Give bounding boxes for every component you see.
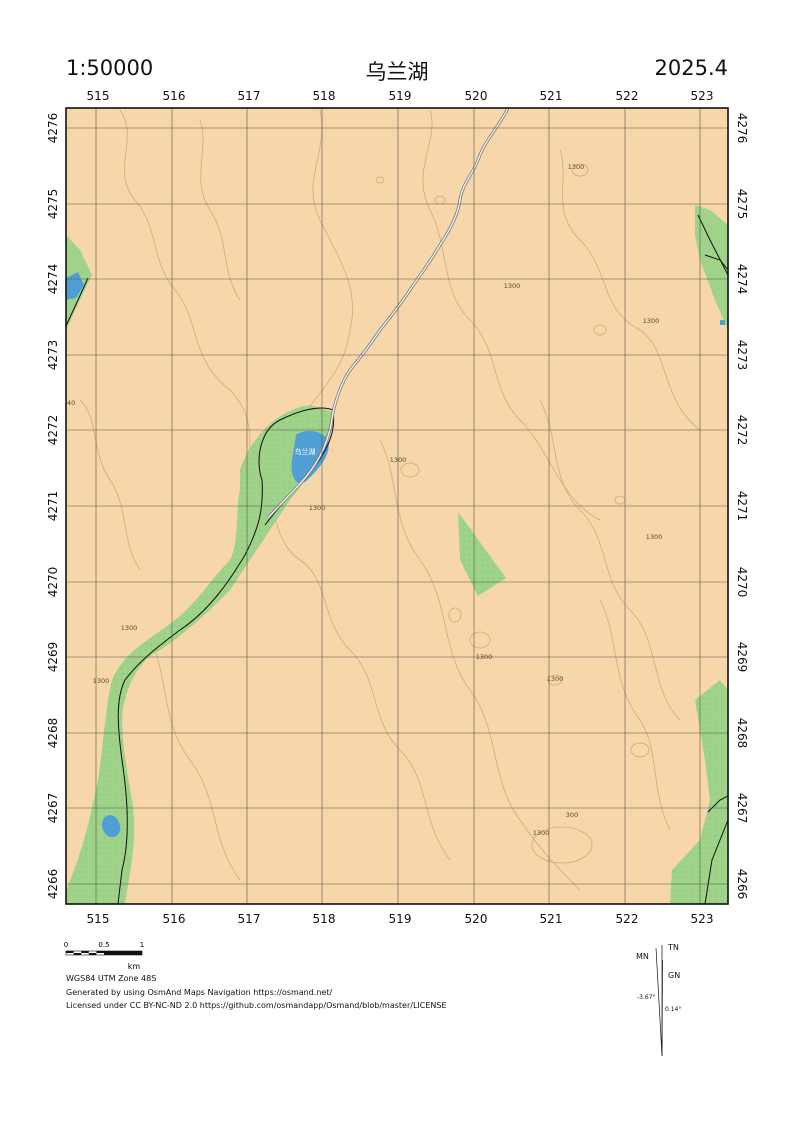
easting-label: 521 bbox=[540, 89, 563, 103]
northing-label: 4271 bbox=[46, 491, 60, 522]
easting-label: 515 bbox=[87, 89, 110, 103]
easting-label: 515 bbox=[87, 912, 110, 926]
northing-label: 4269 bbox=[735, 642, 749, 673]
easting-label: 522 bbox=[616, 89, 639, 103]
easting-label: 523 bbox=[691, 89, 714, 103]
easting-label: 517 bbox=[238, 89, 261, 103]
northing-label: 4276 bbox=[735, 113, 749, 144]
northing-label: 4266 bbox=[735, 869, 749, 900]
easting-label: 521 bbox=[540, 912, 563, 926]
northing-label: 4269 bbox=[46, 642, 60, 673]
north-arrow bbox=[655, 945, 663, 1057]
contour-label: 1300 bbox=[309, 504, 326, 512]
grid-lines bbox=[66, 108, 728, 904]
scale-tick-label: 1 bbox=[140, 941, 144, 949]
contour-label: 300 bbox=[566, 811, 578, 819]
scale-bar: 0 0.5 1 km bbox=[64, 941, 144, 971]
northing-label: 4274 bbox=[735, 264, 749, 295]
easting-label: 517 bbox=[238, 912, 261, 926]
contour-label: 1300 bbox=[568, 163, 585, 171]
contour-label: 1300 bbox=[390, 456, 407, 464]
map-title: 乌兰湖 bbox=[365, 60, 429, 84]
northing-label: 4268 bbox=[735, 718, 749, 749]
northing-label: 4267 bbox=[735, 793, 749, 824]
northing-label: 4270 bbox=[735, 567, 749, 598]
contour-label: 1300 bbox=[476, 653, 493, 661]
northing-labels-right: 4276 4275 4274 4273 4272 4271 4270 4269 … bbox=[735, 113, 749, 900]
contour-label: 1300 bbox=[504, 282, 521, 290]
projection-text: WGS84 UTM Zone 48S bbox=[66, 974, 157, 983]
map-date: 2025.4 bbox=[654, 56, 728, 80]
northing-label: 4267 bbox=[46, 793, 60, 824]
map-frame bbox=[65, 107, 729, 905]
easting-labels-top: 515 516 517 518 519 520 521 522 523 bbox=[87, 89, 714, 103]
contour-elevation-labels: 1300 1300 1300 1300 1300 1300 1300 1300 … bbox=[67, 163, 662, 837]
northing-label: 4272 bbox=[46, 415, 60, 446]
northing-label: 4273 bbox=[46, 340, 60, 371]
northing-label: 4268 bbox=[46, 718, 60, 749]
license-text: Licensed under CC BY-NC-ND 2.0 https://g… bbox=[66, 1001, 447, 1010]
northing-label: 4275 bbox=[735, 189, 749, 220]
map-scale-ratio: 1:50000 bbox=[66, 56, 154, 80]
scale-unit: km bbox=[128, 962, 141, 971]
northing-label: 4275 bbox=[46, 189, 60, 220]
easting-label: 522 bbox=[616, 912, 639, 926]
contour-label: 1300 bbox=[643, 317, 660, 325]
easting-label: 519 bbox=[389, 89, 412, 103]
lake-wulanhu bbox=[291, 430, 329, 484]
easting-label: 516 bbox=[163, 912, 186, 926]
easting-label: 518 bbox=[313, 912, 336, 926]
grid-convergence: 0.14° bbox=[665, 1006, 681, 1013]
northing-label: 4276 bbox=[46, 113, 60, 144]
easting-label: 516 bbox=[163, 89, 186, 103]
easting-label: 519 bbox=[389, 912, 412, 926]
contour-label: 1300 bbox=[533, 829, 550, 837]
northing-label: 4272 bbox=[735, 415, 749, 446]
scale-tick-label: 0 bbox=[64, 941, 68, 949]
road bbox=[266, 108, 510, 519]
northing-label: 4273 bbox=[735, 340, 749, 371]
lake-label: 乌兰湖 bbox=[295, 447, 316, 456]
easting-label: 518 bbox=[313, 89, 336, 103]
contour-lines bbox=[79, 109, 701, 891]
grid-north-label: GN bbox=[668, 971, 680, 980]
northing-label: 4266 bbox=[46, 869, 60, 900]
generated-text: Generated by using OsmAnd Maps Navigatio… bbox=[66, 988, 333, 997]
magnetic-declination: -3.67° bbox=[637, 994, 656, 1001]
scale-tick-label: 0.5 bbox=[98, 941, 109, 949]
true-north-label: TN bbox=[667, 943, 679, 952]
contour-label: 1300 bbox=[547, 675, 564, 683]
easting-label: 523 bbox=[691, 912, 714, 926]
contour-label: 1300 bbox=[93, 677, 110, 685]
easting-labels-bottom: 515 516 517 518 519 520 521 522 523 bbox=[87, 912, 714, 926]
edge-label: 40 bbox=[67, 399, 75, 407]
northing-label: 4274 bbox=[46, 264, 60, 295]
easting-label: 520 bbox=[465, 912, 488, 926]
northing-label: 4271 bbox=[735, 491, 749, 522]
northing-labels-left: 4276 4275 4274 4273 4272 4271 4270 4269 … bbox=[46, 113, 60, 900]
magnetic-north-label: MN bbox=[636, 952, 649, 961]
northing-label: 4270 bbox=[46, 567, 60, 598]
contour-label: 1300 bbox=[646, 533, 663, 541]
pond-south bbox=[101, 815, 121, 838]
contour-label: 1300 bbox=[121, 624, 138, 632]
easting-label: 520 bbox=[465, 89, 488, 103]
